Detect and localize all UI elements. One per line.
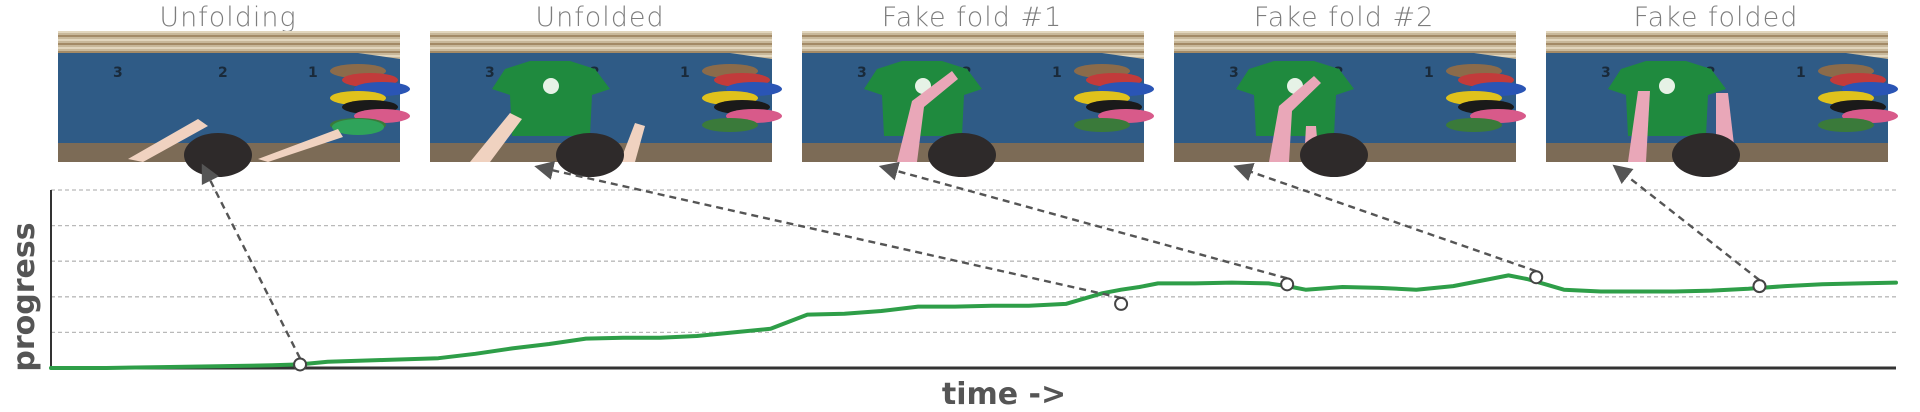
floor-stripe <box>1546 39 1888 41</box>
floor-stripe <box>58 39 400 41</box>
frame-title-fake-folded: Fake folded <box>1634 2 1799 33</box>
frame-marker <box>1280 277 1295 292</box>
table-number-mark: 1 <box>1796 65 1806 81</box>
floor-stripe <box>1546 43 1888 45</box>
arm <box>128 119 208 162</box>
frame-link-arrow <box>878 161 1288 280</box>
floor-stripe <box>1174 43 1516 45</box>
table-number-mark: 3 <box>1601 65 1611 81</box>
table-number-mark: 1 <box>680 65 690 81</box>
floor-stripe <box>802 35 1144 37</box>
shirt-logo <box>543 78 559 94</box>
blue-table <box>58 53 400 149</box>
clothes-pile-item <box>702 118 758 132</box>
person-head <box>1300 133 1368 177</box>
video-frame: 321 <box>1174 31 1526 177</box>
person-head <box>1672 133 1740 177</box>
person-head <box>556 133 624 177</box>
table-number-mark: 3 <box>485 65 495 81</box>
progress-line <box>49 273 1898 370</box>
arm <box>1628 91 1650 162</box>
frame-titles: Unfolding Unfolded Fake fold #1 Fake fol… <box>159 2 1799 33</box>
frame-link-arrow <box>201 163 302 359</box>
table-number-mark: 3 <box>113 65 123 81</box>
floor-stripe <box>1546 47 1888 49</box>
table-number-mark: 1 <box>1424 65 1434 81</box>
frame-title-fake-fold-1: Fake fold #1 <box>882 2 1063 33</box>
frame-link-arrows <box>201 160 1761 359</box>
arm <box>470 113 522 162</box>
person-head <box>184 133 252 177</box>
frame-marker <box>293 357 308 372</box>
floor-stripe <box>430 51 772 53</box>
frame-title-fake-fold-2: Fake fold #2 <box>1254 2 1435 33</box>
floor-stripe <box>1174 47 1516 49</box>
floor-stripe <box>1546 35 1888 37</box>
clothes-pile-item <box>1818 118 1874 132</box>
floor-stripe <box>430 31 772 33</box>
horizontal-gridlines <box>51 189 1896 334</box>
floor-stripe <box>1546 51 1888 53</box>
table-number-mark: 1 <box>308 65 318 81</box>
floor-stripe <box>1174 35 1516 37</box>
plot-area <box>49 160 1898 372</box>
frame-link-arrow <box>534 160 1122 300</box>
video-frame: 321 <box>802 31 1154 177</box>
floor-stripe <box>1174 39 1516 41</box>
green-shirt <box>492 61 610 136</box>
floor-stripe <box>58 35 400 37</box>
floor-stripe <box>58 47 400 49</box>
frame-title-unfolding: Unfolding <box>159 2 296 33</box>
y-axis-title: progress <box>7 222 42 371</box>
floor-stripe <box>430 35 772 37</box>
frame-title-unfolded: Unfolded <box>535 2 664 33</box>
floor-stripe <box>802 31 1144 33</box>
arm <box>1269 76 1321 162</box>
table-number-mark: 2 <box>218 65 228 81</box>
frame-marker <box>1752 279 1767 294</box>
frame-marker <box>1114 296 1129 311</box>
frame-markers <box>293 270 1767 372</box>
floor-stripe <box>802 39 1144 41</box>
person-head <box>928 133 996 177</box>
floor-stripe <box>802 51 1144 53</box>
floor-stripe <box>1174 51 1516 53</box>
floor-stripe <box>430 39 772 41</box>
arm <box>897 71 958 162</box>
arm <box>258 129 343 162</box>
floor-stripe <box>1546 31 1888 33</box>
table-number-mark: 3 <box>1229 65 1239 81</box>
floor-stripe <box>430 43 772 45</box>
floor-stripe <box>58 51 400 53</box>
frame-marker <box>1529 270 1544 285</box>
floor-stripe <box>802 47 1144 49</box>
shirt-logo <box>1659 78 1675 94</box>
video-frame: 321 <box>1546 31 1898 177</box>
x-axis-title: time -> <box>942 377 1066 412</box>
clothes-pile-item <box>1074 118 1130 132</box>
floor-stripe <box>430 47 772 49</box>
floor-stripe <box>1174 31 1516 33</box>
table-number-mark: 1 <box>1052 65 1062 81</box>
frame-link-arrow <box>1233 162 1537 273</box>
arm <box>620 123 645 162</box>
clothes-pile-item <box>1446 118 1502 132</box>
floor-stripe <box>58 31 400 33</box>
video-frame: 321 <box>430 31 782 177</box>
floor-stripe <box>802 43 1144 45</box>
table-number-mark: 3 <box>857 65 867 81</box>
frame-link-arrow <box>1612 164 1761 282</box>
green-shirt <box>332 119 384 135</box>
video-frame: 3 2 1 <box>58 31 410 177</box>
floor-stripe <box>58 43 400 45</box>
video-frames: 321321321321321 <box>58 31 1898 177</box>
